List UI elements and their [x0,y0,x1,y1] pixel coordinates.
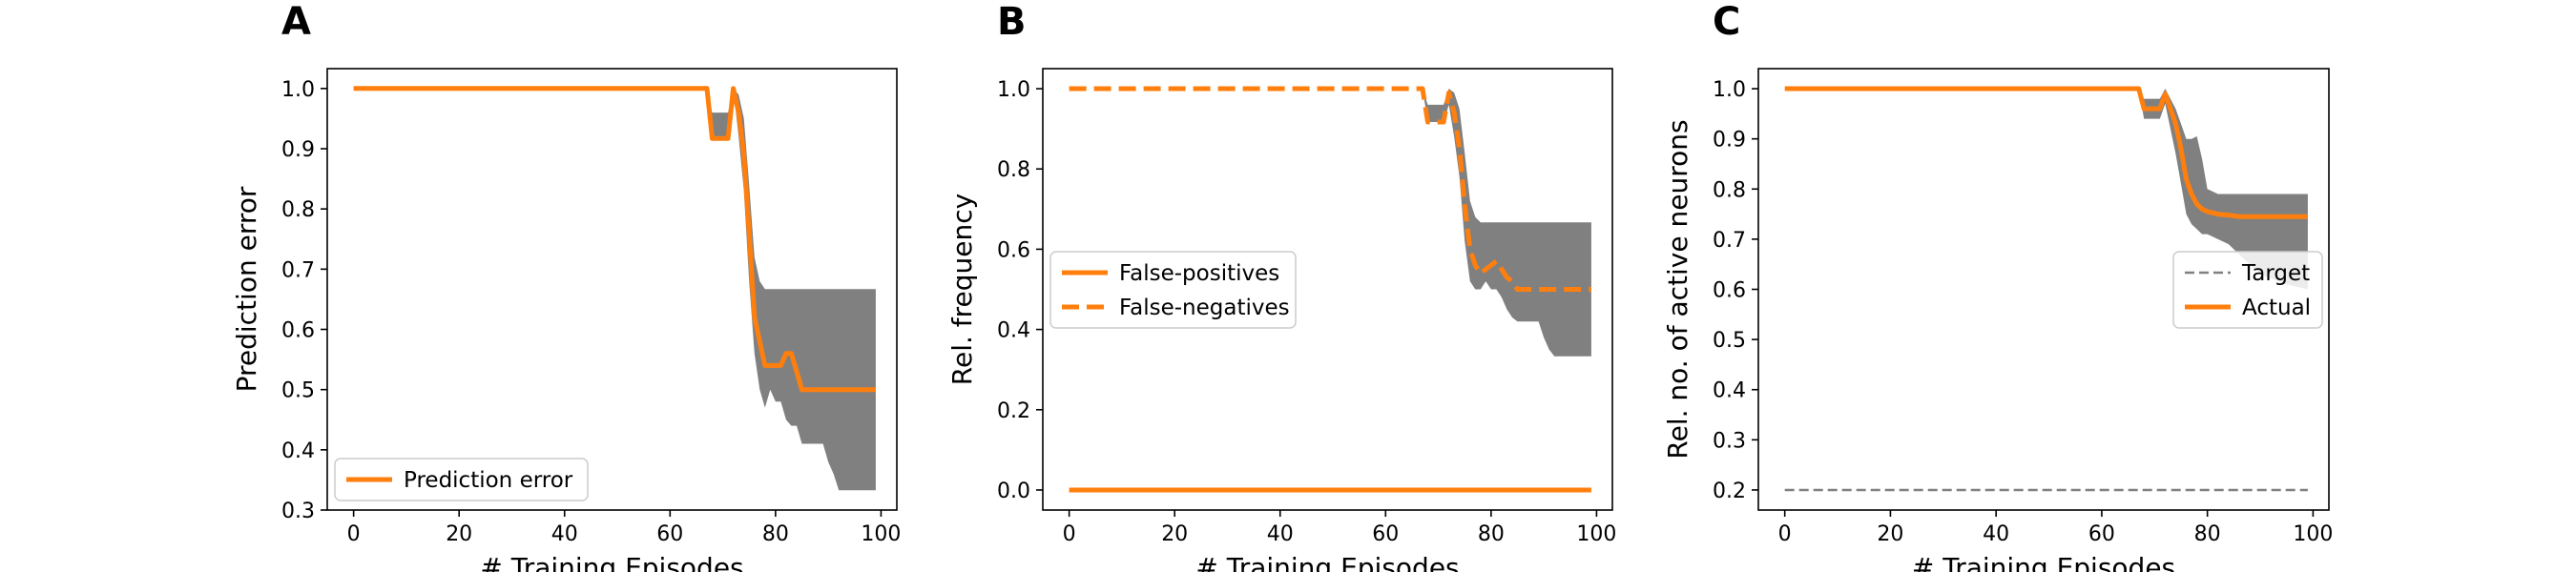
y-tick-label: 0.6 [281,319,315,343]
series-line-2 [1069,86,1591,292]
x-tick-label: 40 [551,522,578,546]
plot-frame [1042,68,1613,511]
x-tick-label: 60 [1372,522,1399,546]
y-tick-label: 0.2 [1713,480,1746,503]
y-tick-label: 0.7 [281,258,315,282]
x-tick-label: 80 [1478,522,1505,546]
plot-frame [326,68,898,511]
y-tick-label: 1.0 [997,78,1030,102]
y-tick-label: 0.4 [997,319,1030,343]
y-tick-label: 1.0 [281,78,315,102]
x-tick-label: 20 [446,522,472,546]
y-tick-label: 0.4 [281,439,315,463]
x-tick-label: 40 [1983,522,2009,546]
x-tick-label: 20 [1877,522,1903,546]
x-tick-label: 100 [1576,522,1616,546]
y-tick-label: 0.8 [281,198,315,222]
y-axis-label: Rel. frequency [946,194,978,385]
panel-B: 0 20 40 60 80 100 0.0 0.2 0.4 0.6 0.8 1.0 # Training… [946,0,1616,572]
y-tick-label: 0.5 [1713,329,1746,353]
x-axis-label: # Training Episodes [1912,552,2175,572]
y-tick-label: 0.3 [1713,429,1746,453]
x-tick-label: 60 [2088,522,2115,546]
panel-C: 0 20 40 60 80 100 0.2 0.3 0.4 0.5 0.6 0.7 0.8 0.9 1.0 #… [1662,0,2333,572]
series-line-2 [1784,86,2308,219]
y-tick-label: 0.8 [1713,178,1746,202]
legend-label: False-negatives [1119,296,1290,320]
x-tick-label: 0 [347,522,361,546]
x-tick-label: 20 [1161,522,1188,546]
x-tick-label: 80 [762,522,789,546]
x-tick-label: 80 [2194,522,2221,546]
x-tick-label: 40 [1267,522,1294,546]
x-tick-label: 0 [1063,522,1076,546]
legend-box [1049,251,1297,329]
series-line-1 [353,86,876,393]
legend-box [334,458,589,501]
y-tick-label: 0.5 [281,379,315,403]
y-tick-label: 1.0 [1713,78,1746,102]
y-tick-label: 0.7 [1713,229,1746,253]
x-tick-label: 100 [861,522,901,546]
y-tick-label: 0.0 [997,480,1030,503]
legend-label: Prediction error [404,468,573,493]
confidence-band [353,88,876,491]
y-tick-label: 0.6 [1713,279,1746,303]
x-tick-label: 60 [656,522,683,546]
legend-label: False-positives [1119,261,1279,286]
legend-label: Actual [2242,296,2311,320]
x-axis-label: # Training Episodes [480,552,743,572]
x-tick-label: 0 [1778,522,1792,546]
y-tick-label: 0.9 [281,138,315,162]
panel-A: 0 20 40 60 80 100 0.3 0.4 0.5 0.6 0.7 0.8 0.9 1.0 # Tr… [231,0,901,572]
legend: False-positives False-negatives [1049,251,1297,329]
legend: Target Actual [2172,251,2323,329]
y-tick-label: 0.2 [997,399,1030,423]
y-tick-label: 0.8 [997,158,1030,182]
y-tick-label: 0.9 [1713,129,1746,153]
y-tick-label: 0.4 [1713,379,1746,403]
y-axis-label: Prediction error [231,186,262,392]
panel-letter: C [1713,0,1740,44]
y-axis-label: Rel. no. of active neurons [1662,119,1693,459]
x-axis-label: # Training Episodes [1195,552,1459,572]
legend-label: Target [2241,261,2310,286]
panel-letter: B [997,0,1027,44]
legend: Prediction error [334,458,589,501]
x-tick-label: 100 [2293,522,2333,546]
y-tick-label: 0.3 [281,500,315,523]
y-tick-label: 0.6 [997,238,1030,262]
panel-letter: A [281,0,311,44]
